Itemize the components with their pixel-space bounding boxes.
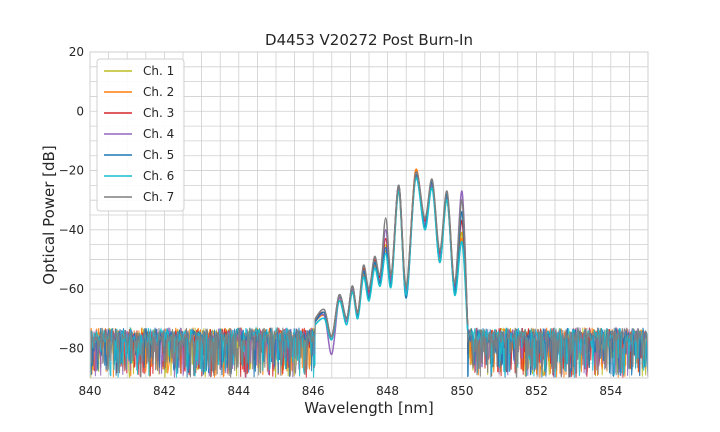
series-line-ch7 — [314, 171, 469, 338]
legend-entry-label: Ch. 7 — [143, 190, 174, 204]
y-tick-labels: −80 −60 −40 −20 0 20 — [59, 45, 84, 355]
legend-entry-label: Ch. 1 — [143, 64, 174, 78]
legend-entry-label: Ch. 4 — [143, 127, 174, 141]
x-tick-label: 848 — [376, 384, 399, 398]
legend-entry-label: Ch. 5 — [143, 148, 174, 162]
y-tick-label: −20 — [59, 164, 84, 178]
noise-floor-right — [467, 327, 648, 378]
x-tick-labels: 840 842 844 846 848 850 852 854 — [79, 384, 623, 398]
chart-title: D4453 V20272 Post Burn-In — [265, 31, 473, 49]
x-tick-label: 840 — [79, 384, 102, 398]
y-axis-label: Optical Power [dB] — [40, 145, 58, 284]
noise-floor-traces — [90, 318, 648, 378]
y-tick-label: −80 — [59, 341, 84, 355]
noise-floor-right — [467, 324, 648, 378]
x-tick-label: 846 — [302, 384, 325, 398]
y-tick-label: 20 — [69, 45, 84, 59]
y-tick-label: −60 — [59, 282, 84, 296]
series-lines — [314, 168, 469, 356]
legend-box — [96, 58, 185, 212]
series-line-ch6 — [314, 177, 469, 341]
noise-floor-left — [90, 318, 316, 378]
legend-entry-label: Ch. 6 — [143, 169, 174, 183]
legend: Ch. 1 Ch. 2 Ch. 3 Ch. 4 Ch. 5 Ch. 6 Ch. 7 — [96, 58, 185, 212]
x-tick-label: 854 — [599, 384, 622, 398]
plot-frame — [89, 51, 649, 379]
y-tick-label: 0 — [76, 104, 84, 118]
x-tick-label: 844 — [227, 384, 250, 398]
x-tick-label: 850 — [451, 384, 474, 398]
x-tick-label: 842 — [153, 384, 176, 398]
legend-entry-label: Ch. 3 — [143, 106, 174, 120]
y-tick-label: −40 — [59, 223, 84, 237]
x-axis-label: Wavelength [nm] — [304, 399, 434, 417]
x-tick-label: 852 — [525, 384, 548, 398]
legend-entry-label: Ch. 2 — [143, 85, 174, 99]
